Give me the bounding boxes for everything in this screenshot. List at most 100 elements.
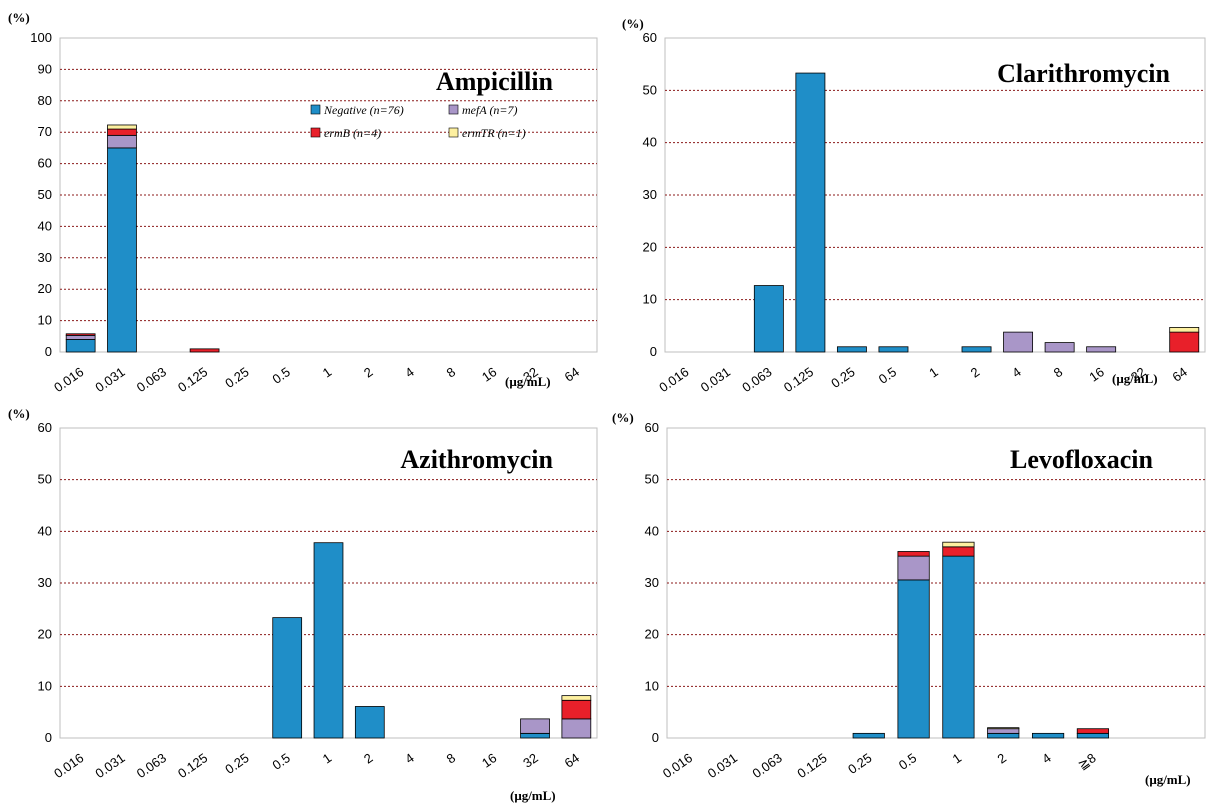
y-tick-label: 100 [30,30,52,45]
x-tick-label: 0.25 [845,750,874,777]
x-axis-unit-label: (μg/mL) [510,788,556,803]
x-tick-label: 0.016 [656,364,691,395]
bar-negative-1 [313,542,344,739]
y-tick-label: 40 [645,523,659,538]
x-tick-label: 32 [520,750,540,771]
x-tick-label: 0.25 [222,364,251,391]
y-axis-label: (%) [612,410,634,425]
y-tick-label: 50 [38,187,52,202]
bar-mefa-0-5 [897,555,930,581]
bar-mefa-0-031 [107,134,137,149]
x-tick-label: 2 [994,750,1009,766]
x-tick-label: 0.016 [51,364,86,395]
bar-ermb-0-016 [65,333,96,336]
bar-negative-1 [942,555,975,739]
x-tick-label: ≧8 [1075,750,1098,773]
x-tick-label: 0.5 [270,750,293,773]
y-tick-label: 20 [38,627,52,642]
chart-panel-clarithromycin: 0 10 20 30 40 50 60(%) (μg/mL) Clarithromycin 0.0… [622,16,1206,395]
y-tick-label: 40 [38,218,52,233]
legend-swatch-negative [310,104,321,115]
y-tick-label: 10 [38,678,52,693]
y-tick-label: 0 [652,730,659,745]
bar-ermb-0-031 [107,128,137,136]
x-tick-label: 0.125 [781,364,816,395]
bar-ermb-64 [1169,331,1200,353]
bar-negative-0-125 [795,72,826,353]
bar-negative-0-5 [878,346,909,353]
x-tick-label: 2 [361,364,376,380]
x-tick-label: 0.031 [92,750,127,781]
chart-legend: Negative (n=76) mefA (n=7) ermB (n=4) ermTR… [310,103,526,140]
legend-label-negative: Negative (n=76) [323,103,404,117]
x-tick-label: 0.5 [876,364,899,387]
bar-negative-0-5 [897,579,930,739]
bar-mefa-64 [561,718,592,739]
x-tick-label: 8 [444,750,459,766]
legend-swatch-ermtr [448,127,459,138]
x-tick-label: 0.5 [270,364,293,387]
x-tick-label: 1 [950,750,965,766]
y-tick-label: 10 [645,678,659,693]
bar-ermtr-0-031 [107,124,137,130]
chart-panel-azithromycin: 0 10 20 30 40 50 60 (%) (μg/mL) Azithromycin 0.016… [8,406,598,803]
x-tick-label: 0.125 [794,750,829,781]
x-axis-unit-label: (μg/mL) [505,374,551,389]
legend-label-ermtr: ermTR (n=1) [462,126,526,140]
y-tick-label: 40 [643,135,657,150]
bar-negative-32 [520,732,550,739]
x-axis-unit-label: (μg/mL) [1145,772,1191,787]
y-tick-label: 50 [645,472,659,487]
x-tick-label: 1 [926,364,941,380]
x-tick-label: 0.125 [175,750,210,781]
y-tick-label: 80 [38,93,52,108]
x-tick-label: 0.031 [698,364,733,395]
y-tick-label: 60 [38,156,52,171]
y-tick-label: 0 [650,344,657,359]
y-tick-label: 60 [38,420,52,435]
x-tick-label: 64 [1169,364,1189,385]
chart-panel-levofloxacin: 0 10 20 30 40 50 60 (%) (μg/mL) Levofloxacin 0.016… [612,410,1206,787]
bar-mefa-4 [1003,331,1034,353]
x-tick-label: 0.031 [705,750,740,781]
legend-label-mefa: mefA (n=7) [462,103,518,117]
y-tick-label: 30 [38,575,52,590]
y-tick-label: 20 [38,281,52,296]
x-tick-label: 4 [402,364,417,380]
x-tick-label: 32 [520,364,540,385]
x-tick-label: 8 [1051,364,1066,380]
x-tick-label: 0.063 [134,750,169,781]
bar-negative-0-25 [836,346,867,353]
x-tick-label: 0.25 [828,364,857,391]
y-tick-label: 30 [38,250,52,265]
bar-ermtr-2 [987,727,1020,730]
x-tick-label: 1 [320,364,335,380]
x-tick-label: 64 [562,750,582,771]
x-tick-label: 16 [479,364,499,385]
y-tick-label: 10 [38,313,52,328]
bar-ermb-1 [942,546,975,557]
x-tick-label: 1 [320,750,335,766]
y-tick-label: 30 [643,187,657,202]
chart-title: Azithromycin [400,445,553,474]
x-tick-label: 4 [1039,750,1054,766]
chart-title: Ampicillin [436,67,554,96]
y-tick-label: 60 [645,420,659,435]
bar-negative-0-5 [272,617,303,739]
x-tick-label: 8 [444,364,459,380]
x-tick-label: 2 [968,364,983,380]
x-tick-label: 0.016 [660,750,695,781]
bar-negative-0-016 [65,339,96,353]
bar-mefa-16 [1086,346,1117,353]
bar-negative-0-25 [852,732,885,739]
chart-title: Levofloxacin [1010,445,1154,474]
bar-negative-4 [1031,732,1065,739]
x-axis-unit-label: (μg/mL) [1112,371,1158,386]
chart-panel-ampicillin: 0 10 20 30 40 50 60 70 80 90 100(%) (μg/mL) Ampicill… [8,10,598,395]
y-tick-label: 0 [45,344,52,359]
bar-ermb-0-125 [189,348,220,353]
chart-title: Clarithromycin [997,59,1170,88]
x-tick-label: 4 [1009,364,1024,380]
y-tick-label: 30 [645,575,659,590]
bar-ermtr-64 [1169,327,1200,333]
